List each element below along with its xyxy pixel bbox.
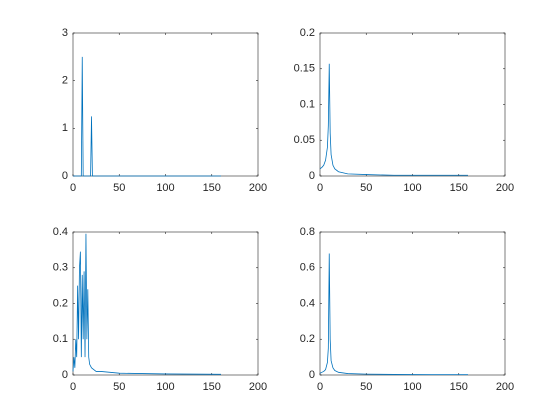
y-tick-label: 0.15	[294, 63, 315, 75]
y-tick-label: 2	[62, 75, 68, 87]
y-tick-label: 0.4	[53, 226, 68, 238]
y-tick-label: 0.05	[294, 134, 315, 146]
axes	[72, 32, 259, 177]
axes	[319, 32, 506, 177]
y-tick-label: 0	[62, 170, 68, 182]
line	[73, 56, 221, 177]
line	[72, 233, 222, 375]
y-tick-label: 0.1	[300, 98, 315, 110]
y-tick-label: 0.8	[300, 226, 315, 238]
y-tick-label: 0.1	[53, 333, 68, 345]
line	[319, 63, 468, 176]
x-tick-label: 50	[113, 381, 125, 393]
x-tick-label: 200	[496, 381, 514, 393]
x-tick-label: 100	[403, 182, 421, 194]
x-tick-label: 150	[203, 182, 221, 194]
y-tick-label: 0.6	[300, 262, 315, 274]
y-tick-label: 0.2	[300, 333, 315, 345]
x-tick-label: 100	[156, 381, 174, 393]
x-tick-label: 150	[450, 182, 468, 194]
x-tick-label: 0	[317, 182, 323, 194]
y-tick-label: 0	[309, 369, 315, 381]
y-tick-label: 0	[62, 369, 68, 381]
x-tick-label: 200	[496, 182, 514, 194]
line	[319, 253, 468, 376]
x-tick-label: 150	[450, 381, 468, 393]
y-tick-label: 0.3	[53, 262, 68, 274]
x-tick-label: 150	[203, 381, 221, 393]
y-tick-label: 0	[309, 170, 315, 182]
y-tick-label: 0.2	[300, 27, 315, 39]
axes	[319, 231, 506, 376]
x-tick-label: 200	[249, 182, 267, 194]
x-tick-label: 0	[70, 381, 76, 393]
x-tick-label: 100	[156, 182, 174, 194]
x-tick-label: 0	[317, 381, 323, 393]
y-tick-label: 1	[62, 122, 68, 134]
x-tick-label: 200	[249, 381, 267, 393]
y-tick-label: 0.2	[53, 297, 68, 309]
axes	[72, 231, 259, 376]
x-tick-label: 50	[360, 182, 372, 194]
y-tick-label: 0.4	[300, 297, 315, 309]
x-tick-label: 50	[360, 381, 372, 393]
x-tick-label: 0	[70, 182, 76, 194]
x-tick-label: 50	[113, 182, 125, 194]
y-tick-label: 3	[62, 27, 68, 39]
x-tick-label: 100	[403, 381, 421, 393]
